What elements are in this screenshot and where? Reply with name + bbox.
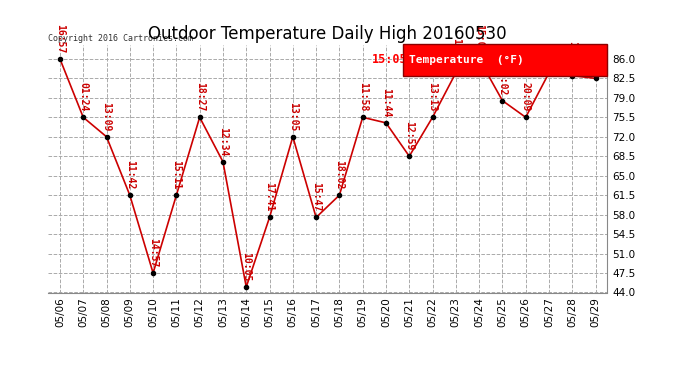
Text: 09:02: 09:02 (497, 66, 507, 95)
Text: 13:13: 13:13 (451, 38, 461, 67)
Text: 13:05: 13:05 (288, 102, 298, 131)
Text: 16:41: 16:41 (567, 40, 578, 70)
Title: Outdoor Temperature Daily High 20160530: Outdoor Temperature Daily High 20160530 (148, 26, 507, 44)
Text: Copyright 2016 Cartronics.com: Copyright 2016 Cartronics.com (48, 33, 193, 42)
Text: 13:1: 13:1 (544, 44, 554, 67)
Text: 18:27: 18:27 (195, 82, 205, 112)
Text: 16:57: 16:57 (55, 24, 65, 53)
Text: 11:42: 11:42 (125, 160, 135, 190)
Text: 10:05: 10:05 (241, 252, 251, 281)
Text: 14:57: 14:57 (148, 238, 158, 267)
Text: 15:05: 15:05 (371, 53, 407, 66)
Text: 17:41: 17:41 (264, 183, 275, 212)
Text: 11:58: 11:58 (357, 82, 368, 112)
Text: 13:09: 13:09 (101, 102, 112, 131)
Text: 12:59: 12:59 (404, 121, 414, 151)
Text: 13:13: 13:13 (428, 82, 437, 112)
Text: 15:47: 15:47 (311, 183, 321, 212)
Text: 15:11: 15:11 (171, 160, 181, 190)
Text: 12:34: 12:34 (218, 127, 228, 156)
Text: 18:02: 18:02 (335, 160, 344, 190)
FancyBboxPatch shape (403, 44, 607, 76)
Text: 11:44: 11:44 (381, 88, 391, 117)
Text: 15:41: 15:41 (591, 44, 600, 73)
Text: 20:09: 20:09 (521, 82, 531, 112)
Text: Temperature  (°F): Temperature (°F) (408, 55, 524, 65)
Text: 15:05: 15:05 (474, 24, 484, 53)
Text: 01:24: 01:24 (78, 82, 88, 112)
